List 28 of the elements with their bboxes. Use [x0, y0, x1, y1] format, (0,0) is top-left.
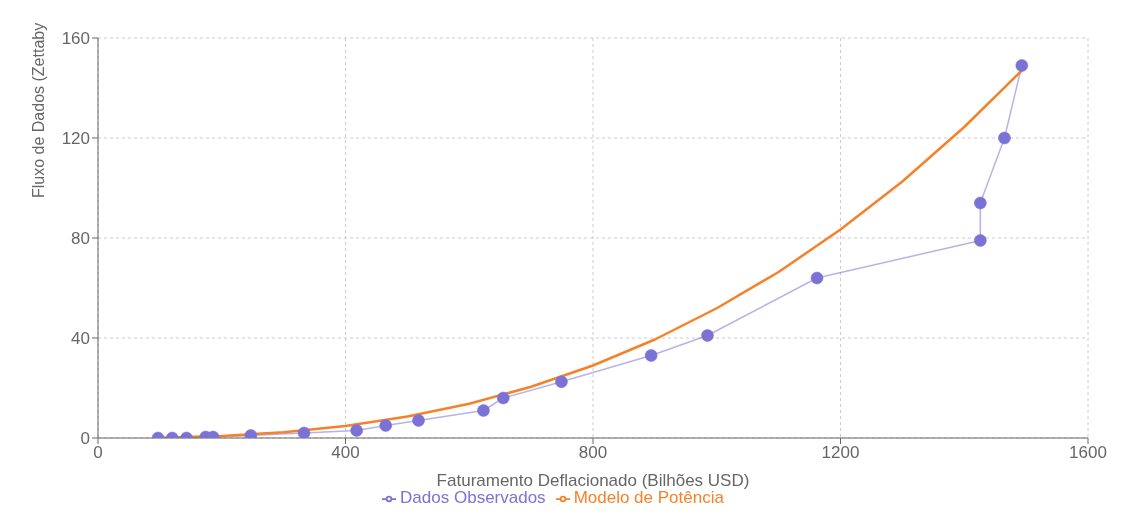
y-tick-label: 120	[61, 129, 90, 149]
point	[997, 131, 1011, 145]
y-tick-label: 40	[71, 329, 90, 349]
legend-label: Modelo de Potência	[573, 488, 724, 507]
y-axis-title: Fluxo de Dados (Zettaby	[29, 22, 47, 198]
y-tick-label: 0	[80, 429, 90, 449]
point	[554, 375, 568, 389]
point	[350, 424, 364, 437]
point	[810, 271, 824, 285]
x-tick-label: 1200	[821, 443, 860, 463]
x-axis-title: Faturamento Deflacionado (Bilhões USD)	[436, 471, 750, 490]
point	[973, 234, 987, 247]
point	[379, 419, 393, 432]
y-tick-label: 80	[71, 229, 90, 249]
x-tick-label: 400	[331, 443, 360, 463]
x-tick-label: 0	[93, 443, 103, 463]
point	[297, 426, 311, 438]
y-tick-label: 160	[61, 29, 90, 49]
point	[1015, 59, 1029, 72]
x-tick-label: 800	[578, 443, 608, 463]
point	[412, 414, 426, 427]
point	[700, 329, 714, 342]
x-tick-label: 1600	[1069, 443, 1107, 463]
legend-label: Dados Observados	[400, 488, 546, 507]
point	[496, 391, 510, 405]
point	[476, 404, 490, 417]
point	[973, 196, 987, 210]
point	[644, 349, 658, 362]
